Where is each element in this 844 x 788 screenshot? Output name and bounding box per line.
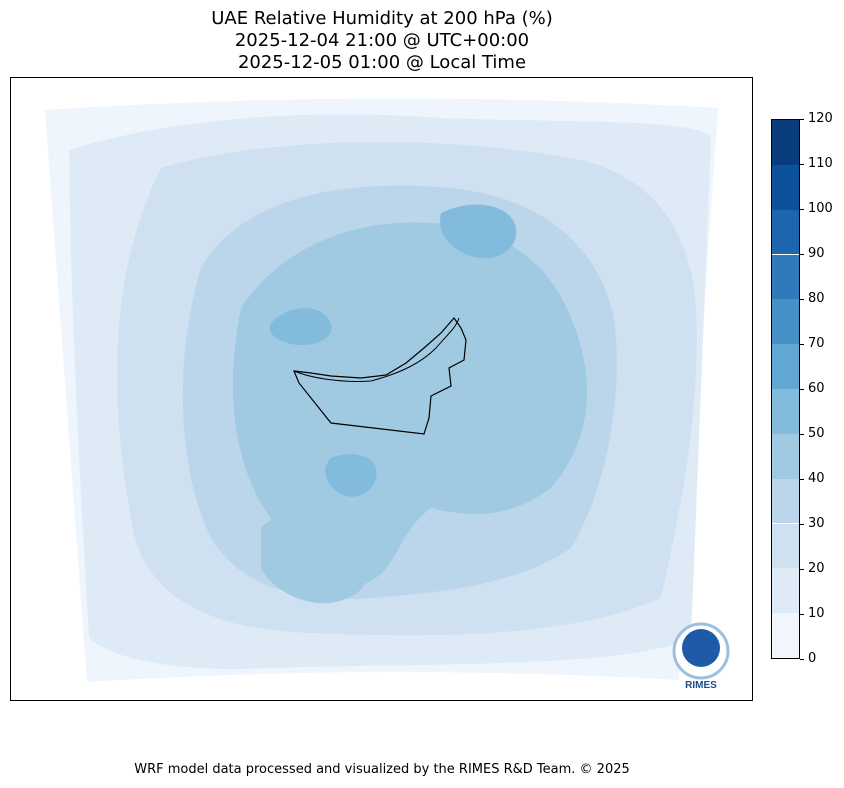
uae-border (293, 317, 467, 435)
colorbar-tick (800, 298, 804, 300)
colorbar-tick (800, 658, 804, 660)
colorbar-tick-label: 110 (808, 156, 833, 171)
colorbar-tick (800, 433, 804, 435)
rimes-logo: RIMES (672, 622, 730, 691)
colorbar-tick (800, 478, 804, 480)
colorbar-tick (800, 208, 804, 210)
colorbar-segment (772, 568, 799, 614)
colorbar-tick-label: 70 (808, 336, 825, 351)
colorbar-tick (800, 613, 804, 615)
local-time: 2025-12-05 01:00 @ Local Time (237, 52, 527, 73)
colorbar-tick (800, 118, 804, 120)
colorbar-tick-label: 50 (808, 426, 825, 441)
colorbar-segment (772, 478, 799, 524)
colorbar-tick-label: 90 (808, 246, 825, 261)
colorbar-tick (800, 523, 804, 525)
colorbar-segment (772, 433, 799, 479)
map-title: UAE Relative Humidity at 200 hPa (%) (211, 8, 553, 29)
colorbar-tick (800, 163, 804, 165)
utc-time: 2025-12-04 21:00 @ UTC+00:00 (234, 30, 530, 51)
colorbar-segment (772, 613, 799, 658)
rh-band-50c (325, 454, 377, 497)
credit-footer: WRF model data processed and visualized … (134, 762, 630, 777)
rh-band-50a (440, 204, 517, 259)
colorbar-tick-label: 30 (808, 516, 825, 531)
rh-band-50b (269, 308, 332, 346)
uae-coastline (293, 317, 460, 382)
colorbar-segment (772, 120, 799, 165)
colorbar-tick-label: 20 (808, 561, 825, 576)
colorbar-segment (772, 389, 799, 434)
colorbar-tick-label: 100 (808, 201, 833, 216)
colorbar-tick-label: 40 (808, 471, 825, 486)
colorbar-tick (800, 568, 804, 570)
rh-band-40b (261, 513, 370, 604)
colorbar-segment (772, 344, 799, 389)
colorbar-tick (800, 388, 804, 390)
colorbar-tick-label: 120 (808, 111, 833, 126)
colorbar-segment (772, 164, 799, 210)
logo-disc (682, 629, 720, 667)
colorbar-tick-label: 60 (808, 381, 825, 396)
map-panel: RIMES (10, 77, 753, 701)
colorbar-segment (772, 254, 799, 300)
humidity-map: RIMES (45, 98, 730, 691)
colorbar-tick (800, 253, 804, 255)
colorbar-segment (772, 299, 799, 345)
colorbar-tick-label: 10 (808, 606, 825, 621)
colorbar-segment (772, 523, 799, 569)
colorbar-segment (772, 209, 799, 255)
colorbar (771, 119, 800, 659)
colorbar-tick-label: 80 (808, 291, 825, 306)
colorbar-tick (800, 343, 804, 345)
colorbar-tick-label: 0 (808, 651, 817, 666)
logo-wordmark: RIMES (685, 680, 717, 691)
